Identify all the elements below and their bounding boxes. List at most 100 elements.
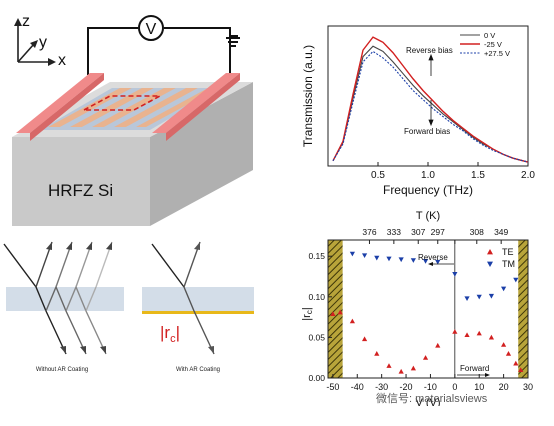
legend-marker-tm	[487, 261, 493, 267]
series-line-2	[332, 50, 529, 163]
ray-panel-with-ar: |rc| With AR Coating	[142, 241, 254, 373]
chart2-xtick-label: 0	[452, 382, 457, 392]
data-point-tm	[501, 286, 507, 292]
data-point-te	[422, 355, 429, 360]
hatched-region-right	[518, 240, 528, 378]
chart1-xtick-label: 0.5	[371, 170, 385, 181]
chart1-xtick-label: 2.0	[521, 170, 535, 181]
data-point-te	[513, 360, 519, 366]
voltmeter-icon: V	[138, 15, 164, 41]
data-point-te	[374, 351, 380, 356]
chart2-ytick-label: 0.10	[308, 292, 325, 302]
axis-z-label: z	[22, 13, 30, 30]
data-point-tm	[452, 272, 458, 277]
data-point-te	[410, 365, 416, 371]
reverse-arrow	[428, 262, 454, 266]
chart1-xtick-label: 1.0	[421, 170, 435, 181]
legend-label-0: 0 V	[484, 31, 495, 40]
chart2-xtick-label: -50	[326, 382, 339, 392]
chart1-xtick-label: 1.5	[471, 170, 485, 181]
chart2-top-tick-label: 333	[387, 227, 401, 237]
series-line-1	[332, 36, 529, 163]
chart2-top-xlabel: T (K)	[416, 210, 440, 222]
data-point-te	[330, 311, 336, 316]
left-electrode	[16, 73, 104, 133]
data-point-te	[464, 332, 470, 338]
legend-marker-te	[487, 249, 493, 255]
data-point-tm	[464, 296, 470, 302]
chart2-legend: TE TM	[487, 247, 515, 269]
chart1-xlabel: Frequency (THz)	[383, 183, 473, 197]
caption-with-ar: With AR Coating	[176, 367, 220, 373]
legend-label-tm: TM	[502, 259, 515, 269]
chart2-ylabel: |rc|	[301, 307, 314, 320]
data-point-tm	[374, 255, 380, 261]
annotation-forward-bias: Forward bias	[404, 127, 450, 136]
annotation-reverse: Reverse	[418, 253, 448, 262]
data-point-tm	[361, 253, 368, 259]
legend-label-1: -25 V	[484, 40, 502, 49]
chart2-xtick-label: -40	[351, 382, 364, 392]
data-point-tm	[488, 293, 495, 299]
data-point-te	[505, 351, 512, 356]
data-point-tm	[349, 251, 355, 257]
chart2-ytick-label: 0.00	[308, 373, 325, 383]
chart2-xtick-label: -20	[400, 382, 413, 392]
measurement-region	[83, 95, 161, 111]
chart2-ytick-label: 0.05	[308, 332, 325, 342]
substrate-side-face	[150, 82, 253, 226]
ray-diagram: Without AR Coating |rc| With AR Coating	[3, 241, 254, 373]
voltmeter-label: V	[146, 21, 157, 38]
coefficient-label: |rc|	[160, 323, 180, 345]
legend-label-2: +27.5 V	[484, 49, 510, 58]
watermark: 微信号: materialsviews	[376, 393, 488, 405]
data-point-te	[386, 363, 392, 368]
chart2-ytick-label: 0.15	[308, 251, 325, 261]
axis-x-label: x	[58, 52, 66, 69]
data-point-te	[337, 309, 343, 315]
chart2-xlabel: V (V)	[415, 397, 440, 406]
hatched-region-left	[328, 240, 343, 378]
ray-panel-without-ar: Without AR Coating	[3, 241, 124, 373]
bias-arrows	[428, 53, 434, 127]
chart2-top-tick-label: 376	[362, 227, 376, 237]
substrate-label: HRFZ Si	[48, 181, 113, 200]
transmission-chart: 0.5 1.0 1.5 2.0 Transmission (a.u.) Frequen…	[301, 25, 535, 197]
axis-y-label: y	[39, 34, 47, 51]
forward-arrow	[457, 373, 490, 377]
ground-icon	[226, 37, 240, 47]
data-point-te	[398, 368, 404, 374]
data-point-tm	[422, 259, 429, 264]
data-point-te	[501, 342, 507, 347]
data-point-tm	[398, 257, 404, 263]
data-point-tm	[435, 259, 441, 265]
device-schematic: z y x V	[12, 13, 253, 226]
legend-label-te: TE	[502, 247, 514, 257]
caption-without-ar: Without AR Coating	[36, 367, 88, 373]
chart2-xtick-label: -10	[424, 382, 437, 392]
data-point-tm	[513, 277, 519, 283]
data-point-tm	[386, 256, 392, 262]
chart2-top-tick-label: 307	[411, 227, 425, 237]
chart1-ylabel: Transmission (a.u.)	[301, 45, 315, 147]
annotation-reverse-bias: Reverse bias	[406, 46, 453, 55]
right-electrode	[152, 73, 240, 133]
chart2-xtick-label: 20	[499, 382, 509, 392]
data-point-te	[361, 336, 368, 342]
data-point-te	[349, 318, 355, 324]
chart2-xtick-label: 10	[474, 382, 484, 392]
data-point-tm	[476, 294, 482, 300]
axes-indicator: z y x	[14, 13, 66, 69]
chart2-top-tick-label: 308	[470, 227, 484, 237]
chart2-frame	[327, 239, 529, 379]
data-point-te	[476, 330, 482, 336]
data-point-te	[518, 367, 524, 372]
substrate-front-face	[12, 137, 150, 226]
rc-chart: -50 -40 -30 -20 -10 0 10 20 30 0.00 0.05 0.10 0.15 37…	[301, 210, 533, 406]
ar-coating-layer	[142, 311, 254, 314]
annotation-forward: Forward	[460, 364, 489, 373]
data-point-tm	[410, 258, 416, 263]
data-point-te	[452, 329, 458, 334]
data-point-te	[435, 342, 441, 348]
